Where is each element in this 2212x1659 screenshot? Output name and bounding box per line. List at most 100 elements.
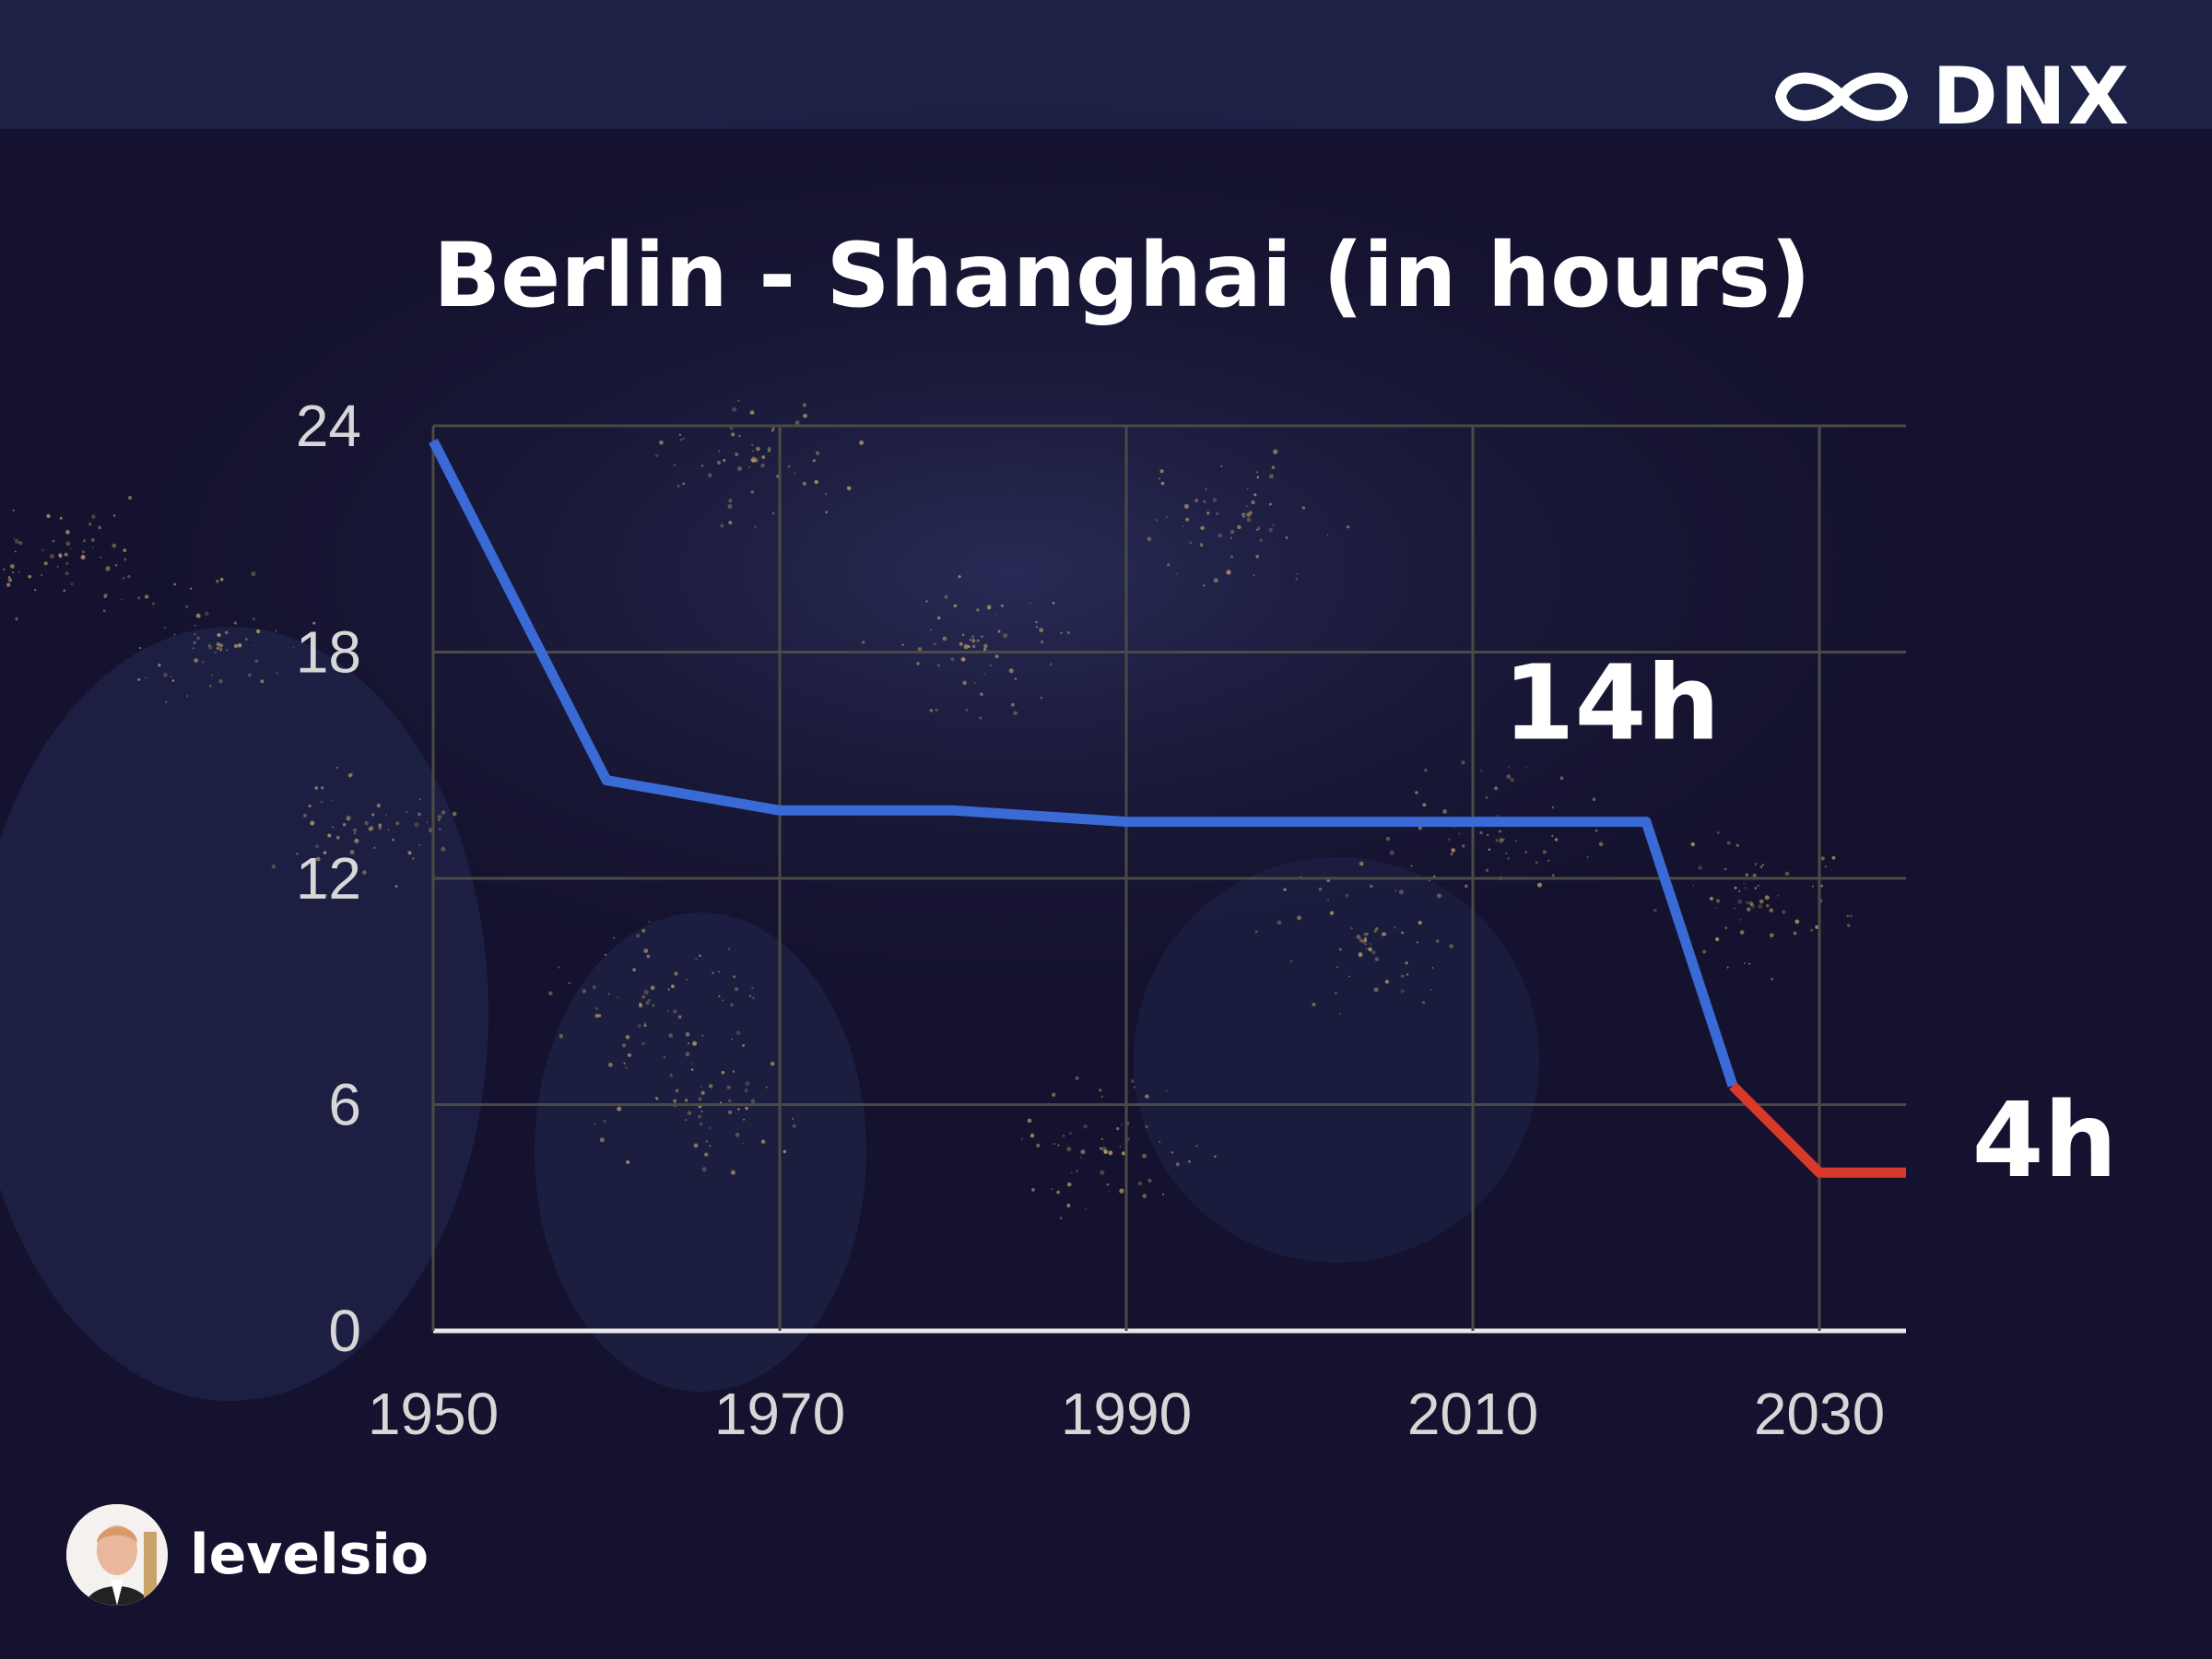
city-light: [1036, 626, 1039, 629]
city-light: [137, 596, 141, 600]
avatar: [66, 1504, 168, 1606]
city-light: [1505, 853, 1508, 854]
city-light: [1230, 536, 1232, 539]
city-light: [1692, 884, 1694, 887]
city-light: [1079, 1156, 1082, 1159]
city-light: [1759, 899, 1764, 904]
city-light: [1758, 904, 1762, 909]
city-light: [971, 639, 976, 643]
city-light: [686, 978, 688, 981]
city-light: [163, 673, 168, 677]
city-light: [1242, 515, 1245, 518]
city-light: [1501, 838, 1505, 841]
city-light: [426, 821, 429, 824]
city-light: [1769, 908, 1773, 912]
city-light: [1348, 975, 1350, 978]
city-light: [324, 894, 328, 897]
infinity-icon: [1775, 72, 1909, 122]
city-light: [65, 571, 69, 576]
city-light: [749, 410, 755, 415]
city-light: [1029, 602, 1031, 605]
city-light: [1485, 868, 1489, 872]
city-light: [105, 566, 111, 571]
city-light: [1156, 519, 1159, 522]
city-light: [1255, 555, 1259, 559]
city-light: [1748, 962, 1751, 965]
city-light: [983, 673, 986, 676]
city-light: [603, 1119, 606, 1123]
city-light: [667, 988, 671, 991]
city-light: [418, 798, 421, 801]
city-light: [1049, 663, 1053, 665]
city-light: [1846, 914, 1850, 918]
city-light: [1368, 947, 1372, 952]
city-light: [1715, 899, 1721, 903]
city-light: [824, 492, 828, 495]
city-light: [1277, 920, 1282, 925]
city-light: [1010, 668, 1012, 671]
author-badge: levelsio: [66, 1504, 429, 1606]
city-light: [219, 643, 224, 647]
city-light: [1418, 921, 1422, 925]
city-light: [218, 644, 223, 649]
city-light: [1747, 907, 1751, 912]
city-light: [1100, 1147, 1102, 1150]
city-light: [368, 827, 371, 830]
city-light: [1714, 906, 1717, 909]
city-light: [1592, 797, 1596, 801]
city-light: [1371, 950, 1376, 955]
city-light: [663, 1056, 665, 1058]
city-light: [621, 1043, 627, 1048]
city-light: [1498, 830, 1501, 833]
city-light: [1479, 830, 1483, 835]
city-light: [1057, 1144, 1060, 1147]
author-handle: levelsio: [190, 1523, 429, 1587]
city-light: [1389, 850, 1394, 855]
city-light: [761, 455, 766, 459]
city-light: [171, 679, 175, 682]
city-light: [52, 539, 55, 543]
city-light: [1375, 927, 1379, 931]
city-light: [1363, 932, 1368, 936]
city-light: [28, 574, 31, 579]
city-light: [643, 948, 649, 954]
city-light: [722, 999, 724, 1002]
city-light: [1373, 987, 1379, 993]
city-light: [137, 677, 141, 681]
city-light: [1030, 1133, 1035, 1138]
city-light: [735, 1132, 740, 1137]
city-light: [378, 824, 382, 828]
city-light: [862, 641, 865, 644]
city-light: [650, 985, 655, 990]
city-light: [692, 1041, 698, 1046]
city-light: [1442, 809, 1448, 814]
city-light: [255, 629, 261, 634]
city-light: [1142, 1194, 1147, 1198]
city-light: [1359, 861, 1364, 866]
city-light: [1487, 833, 1489, 837]
city-light: [1485, 795, 1488, 799]
city-light: [1167, 563, 1171, 567]
city-light: [12, 509, 16, 512]
city-light: [395, 821, 400, 826]
city-light: [1724, 867, 1727, 871]
city-light: [164, 626, 167, 629]
city-light: [1394, 926, 1396, 929]
city-light: [726, 1085, 731, 1089]
city-light: [120, 598, 124, 601]
city-light: [1653, 909, 1657, 912]
city-light: [1436, 939, 1440, 943]
city-light: [3, 568, 6, 571]
city-light: [7, 576, 11, 579]
city-light: [737, 399, 740, 402]
city-light: [1400, 974, 1405, 978]
city-light: [669, 1074, 673, 1077]
series-line-1: [429, 438, 1738, 1088]
city-light: [698, 1114, 702, 1119]
city-light: [219, 643, 223, 647]
city-light: [771, 429, 774, 432]
city-light: [114, 564, 118, 567]
city-light: [1119, 1188, 1124, 1194]
city-light: [214, 652, 217, 654]
city-light: [698, 1097, 702, 1101]
